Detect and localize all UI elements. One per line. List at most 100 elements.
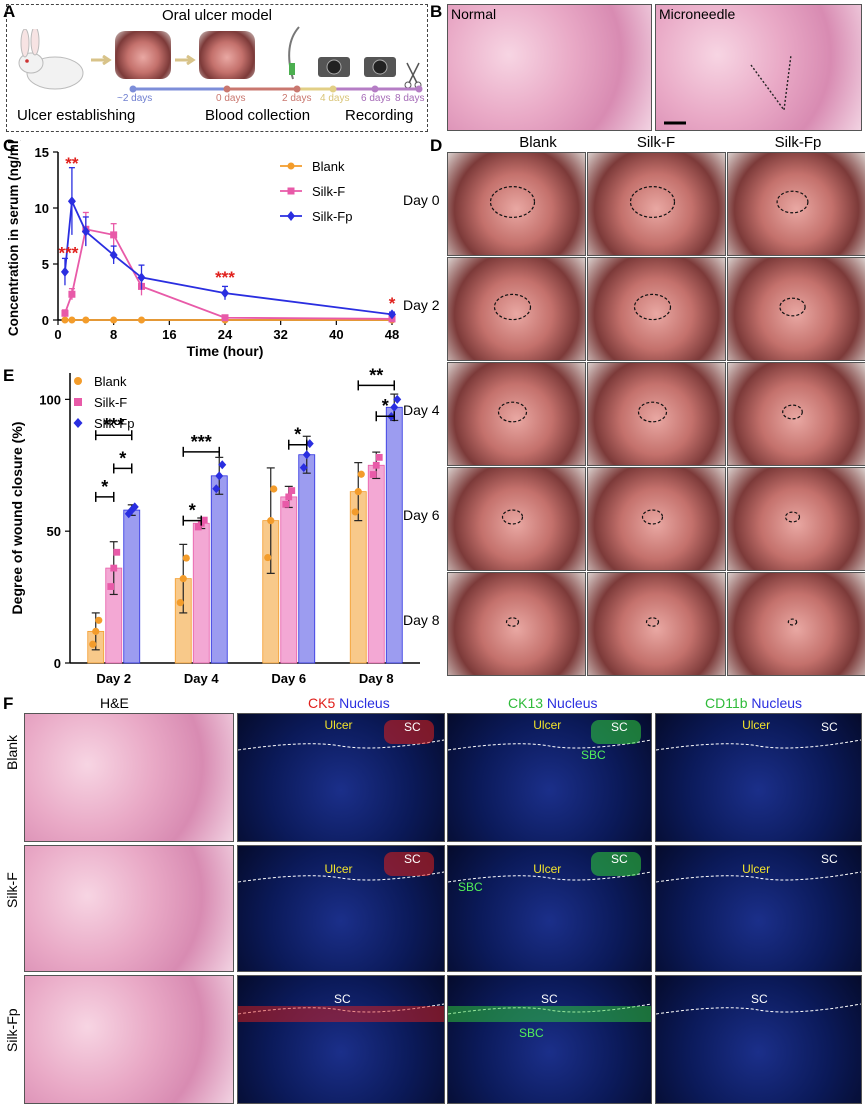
data-point — [305, 439, 314, 449]
stage-label: Ulcer establishing — [17, 107, 136, 124]
data-point — [302, 450, 311, 460]
x-tick-label: 0 — [54, 327, 61, 342]
immunofluorescence-image: Ulcer SC — [655, 845, 862, 972]
wound-photo — [447, 362, 586, 466]
significance-mark: ** — [65, 154, 79, 173]
stage-label: Recording — [345, 107, 414, 124]
sc-label: SC — [611, 852, 628, 866]
ulcer-label: Ulcer — [742, 718, 771, 732]
data-point — [351, 508, 359, 516]
sbc-label: SBC — [581, 748, 606, 762]
x-axis-label: Time (hour) — [187, 343, 264, 359]
arrow-right-icon — [91, 55, 112, 65]
y-tick-label: 10 — [35, 201, 49, 216]
data-point — [215, 471, 224, 481]
ulcer-label: Ulcer — [324, 862, 353, 876]
legend-label: Silk-F — [312, 184, 345, 199]
data-point — [221, 288, 229, 299]
data-point — [372, 461, 380, 469]
legend-marker — [74, 398, 82, 406]
panel-f-letter: F — [3, 694, 14, 713]
y-axis-label: Concentration in serum (ng/ml) — [6, 140, 21, 336]
data-point — [60, 266, 69, 277]
bar — [367, 464, 385, 664]
bar — [280, 496, 298, 664]
significance-mark: *** — [215, 268, 235, 287]
immunofluorescence-image: SC — [655, 975, 862, 1104]
wound-closure-chart: 0 50 100 Degree of wound closure (%) Day 2 Da… — [9, 365, 420, 686]
x-tick-label: Day 8 — [359, 671, 394, 686]
wound-photo — [727, 152, 865, 256]
x-tick-label: 48 — [385, 327, 399, 342]
significance-mark: *** — [103, 415, 124, 435]
nucleus-label: Nucleus — [335, 695, 390, 711]
legend-label: Silk-F — [94, 395, 127, 410]
wound-photo — [447, 467, 586, 571]
legend-marker — [74, 377, 82, 385]
data-point — [107, 583, 115, 590]
legend-marker — [73, 418, 83, 428]
y-tick-label: 50 — [47, 524, 61, 539]
y-tick-label: 15 — [35, 145, 49, 160]
data-point — [89, 640, 97, 648]
microneedle-track-outline — [664, 54, 792, 125]
immunofluorescence-image: Ulcer SC — [655, 713, 862, 842]
significance-mark: * — [101, 477, 108, 497]
x-tick-label: 32 — [273, 327, 287, 342]
data-point — [264, 553, 272, 562]
nucleus-label: Nucleus — [543, 695, 598, 711]
data-point — [81, 226, 90, 237]
timeline-label: 6 days — [361, 93, 391, 104]
data-point — [124, 509, 133, 519]
data-point — [288, 487, 296, 494]
ck5-label: CK5 — [308, 695, 336, 711]
camera-icon — [318, 57, 350, 77]
data-point — [285, 493, 293, 501]
legend-label: Blank — [94, 374, 127, 389]
data-point — [282, 500, 290, 508]
data-point — [369, 471, 377, 478]
data-point — [357, 470, 365, 478]
significance-mark: * — [189, 501, 196, 521]
ulcer-label: Ulcer — [742, 862, 771, 876]
column-header: Silk-Fp — [774, 134, 822, 151]
row-label: Day 8 — [403, 612, 440, 628]
ulcer-label: Ulcer — [533, 718, 562, 732]
data-point — [270, 485, 278, 493]
column-header: H&E — [100, 695, 129, 711]
row-label: Day 2 — [403, 297, 440, 313]
immunofluorescence-image: SC — [237, 975, 445, 1104]
data-point — [200, 516, 208, 524]
sbc-label: SBC — [458, 880, 483, 894]
wound-photo — [727, 362, 865, 466]
wound-photo — [587, 152, 726, 256]
bar — [192, 522, 210, 664]
bar — [123, 509, 141, 664]
data-point — [182, 554, 190, 562]
sbc-label: SBC — [519, 1026, 544, 1040]
data-point — [194, 523, 202, 531]
sc-label: SC — [611, 720, 628, 734]
data-point — [68, 316, 76, 324]
data-point — [299, 463, 308, 473]
data-point — [95, 616, 103, 624]
serum-concentration-chart: 0 8 16 24 32 40 48 0 5 10 15 Time (hour) Concentrati… — [6, 140, 399, 359]
data-point — [267, 517, 275, 525]
sc-label: SC — [821, 852, 838, 866]
column-header: Blank — [519, 134, 557, 151]
significance-mark: * — [119, 448, 126, 468]
arrow-right-icon — [175, 55, 196, 65]
he-stain-image — [24, 713, 234, 842]
wound-photo — [587, 572, 726, 676]
wound-photo — [727, 257, 865, 361]
wound-photo — [587, 467, 726, 571]
x-tick-label: 8 — [110, 327, 117, 342]
column-header: CK13 Nucleus — [508, 695, 598, 711]
timeline-label: 2 days — [282, 93, 312, 104]
legend-label: Silk-Fp — [94, 416, 134, 431]
significance-mark: * — [382, 396, 389, 416]
y-tick-label: 100 — [39, 392, 61, 407]
data-point — [176, 599, 184, 607]
data-point — [110, 564, 118, 572]
panel-b-letter: B — [430, 2, 443, 21]
